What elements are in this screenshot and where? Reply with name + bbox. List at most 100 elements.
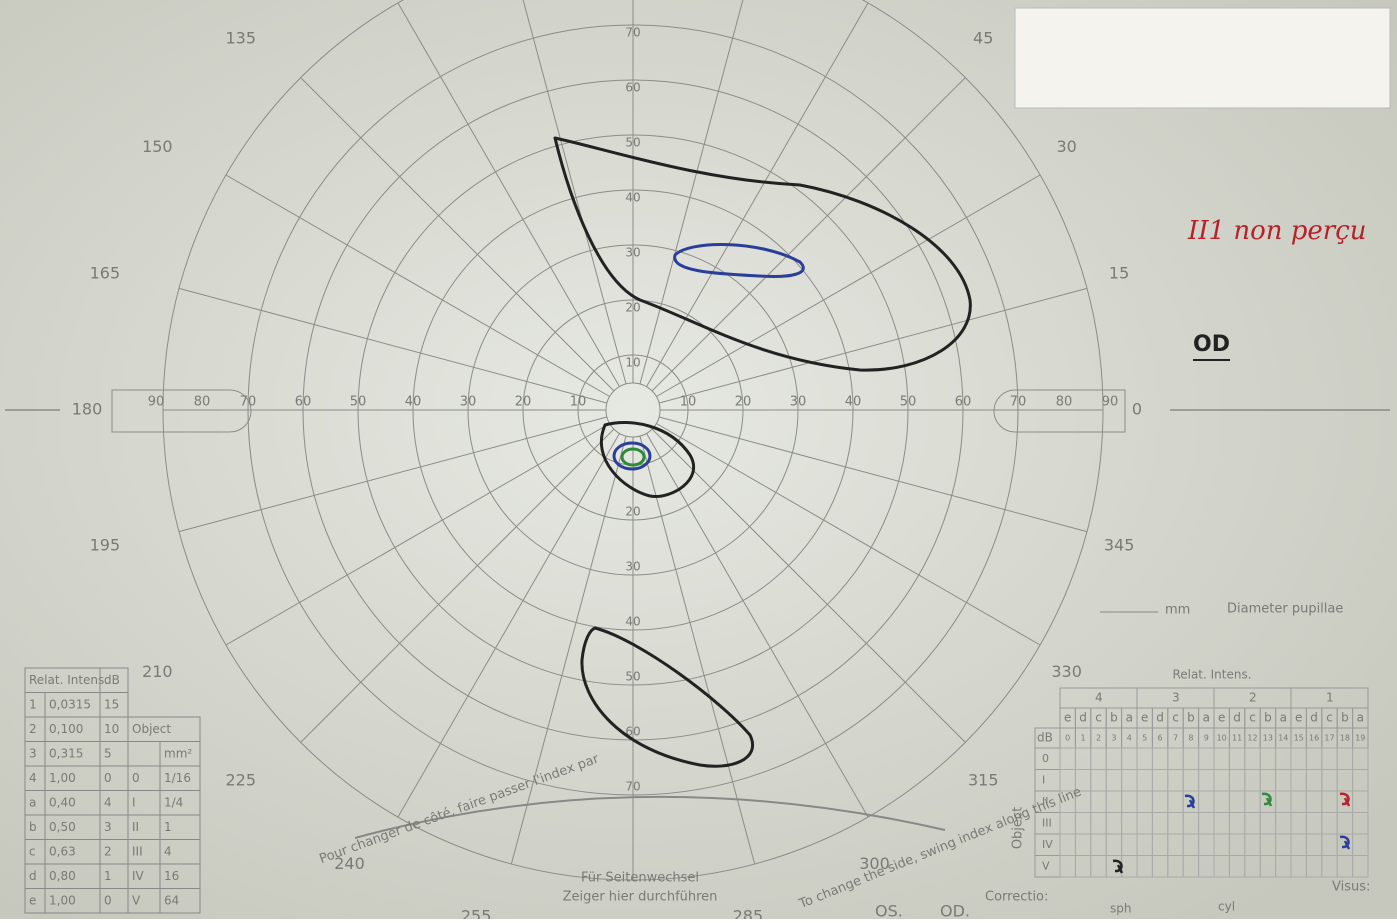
- db-value: 0: [1065, 734, 1070, 743]
- table-text: 1: [29, 697, 37, 711]
- scale-label: 10: [680, 395, 697, 410]
- table-text: 4: [104, 795, 112, 809]
- table-text: 0,100: [49, 722, 83, 736]
- table-text: 10: [104, 722, 119, 736]
- letter-label: e: [1064, 711, 1071, 725]
- table-text: 0: [104, 771, 112, 785]
- perimetry-grid: 1020203030404050506060707001530456075901…: [5, 0, 1390, 923]
- sph: sph: [1110, 902, 1131, 916]
- angle-label: 180: [72, 400, 103, 419]
- scale-box: [993, 389, 1126, 433]
- visus: Visus:: [1332, 880, 1370, 895]
- angle-label: 240: [334, 854, 365, 873]
- footer-de: Zeiger hier durchführen: [563, 890, 718, 905]
- letter-label: a: [1280, 711, 1287, 725]
- scale-label: 60: [295, 395, 312, 410]
- footer-os: OS.: [875, 902, 903, 920]
- object-title: Object: [1011, 807, 1026, 849]
- scale-label: 50: [350, 395, 367, 410]
- angle-label: 150: [142, 137, 173, 156]
- letter-label: c: [1095, 711, 1102, 725]
- radial-line: [658, 287, 1088, 404]
- letter-label: d: [1079, 711, 1087, 725]
- angle-label: 15: [1109, 264, 1129, 283]
- scale-label: 70: [240, 395, 257, 410]
- isopter: [599, 421, 696, 498]
- table-text: 1/16: [164, 771, 191, 785]
- radial-line: [300, 77, 615, 392]
- angle-label: 300: [859, 854, 890, 873]
- table-text: dB: [104, 673, 120, 687]
- table-text: 0,63: [49, 844, 76, 858]
- isopter: [673, 243, 805, 278]
- group-label: 2: [1249, 691, 1257, 705]
- radial-line: [225, 423, 610, 646]
- table-text: 1,00: [49, 893, 76, 907]
- isopter: [580, 626, 754, 768]
- swing-arc: [354, 795, 946, 839]
- table-text: 0,40: [49, 795, 76, 809]
- letter-label: e: [1218, 711, 1225, 725]
- table-text: 1: [104, 869, 112, 883]
- handwritten-mark: [1112, 859, 1124, 874]
- object-label: 0: [1042, 752, 1049, 765]
- scale-label: 60: [955, 395, 972, 410]
- angle-label: 0: [1132, 400, 1142, 419]
- table-text: c: [29, 844, 36, 858]
- object-label: II: [1042, 795, 1049, 808]
- table-text: 0,0315: [49, 697, 91, 711]
- object-label: V: [1042, 860, 1050, 873]
- db-value: 8: [1188, 734, 1193, 743]
- db-value: 10: [1217, 734, 1227, 743]
- angle-label: 135: [225, 28, 256, 47]
- scale-label: 70: [1010, 395, 1027, 410]
- db-label: dB: [1037, 731, 1053, 745]
- angle-label: 255: [461, 907, 492, 919]
- letter-label: d: [1156, 711, 1164, 725]
- angle-label: 285: [733, 907, 764, 919]
- scale-label: 90: [1102, 395, 1119, 410]
- object-label: I: [1042, 774, 1045, 787]
- correctio: Correctio:: [985, 890, 1048, 905]
- handwritten-mark: [1261, 792, 1273, 807]
- table-text: 3: [29, 746, 37, 760]
- letter-label: e: [1295, 711, 1302, 725]
- isopter: [553, 136, 972, 372]
- db-value: 16: [1309, 734, 1319, 743]
- db-value: 4: [1127, 734, 1132, 743]
- table-text: 1,00: [49, 771, 76, 785]
- table-text: 2: [29, 722, 37, 736]
- letter-label: a: [1357, 711, 1364, 725]
- letter-label: c: [1172, 711, 1179, 725]
- isopter: [620, 447, 646, 467]
- radial-line: [510, 435, 627, 865]
- group-label: 3: [1172, 691, 1180, 705]
- table-text: Relat. Intens.: [29, 673, 108, 687]
- letter-label: b: [1187, 711, 1195, 725]
- isopters: [553, 136, 972, 768]
- radial-line: [646, 2, 869, 387]
- table-text: 64: [164, 893, 179, 907]
- table-text: a: [29, 795, 36, 809]
- radial-line: [656, 423, 1041, 646]
- letter-label: b: [1264, 711, 1272, 725]
- db-value: 11: [1232, 734, 1242, 743]
- angle-label: 210: [142, 662, 173, 681]
- pupil-unit: mm: [1165, 603, 1190, 618]
- scale-label: 40: [405, 395, 422, 410]
- table-text: d: [29, 869, 37, 883]
- db-value: 6: [1158, 734, 1163, 743]
- table-text: 0,315: [49, 746, 83, 760]
- radial-line: [639, 0, 744, 385]
- handwritten-mark: [1184, 794, 1196, 809]
- table-text: 16: [164, 869, 179, 883]
- table-text: 0: [132, 771, 140, 785]
- db-value: 3: [1111, 734, 1116, 743]
- db-value: 9: [1204, 734, 1209, 743]
- grid-cell: [1352, 855, 1369, 878]
- letter-label: a: [1126, 711, 1133, 725]
- scale-label: 90: [148, 395, 165, 410]
- angle-label: 330: [1051, 662, 1082, 681]
